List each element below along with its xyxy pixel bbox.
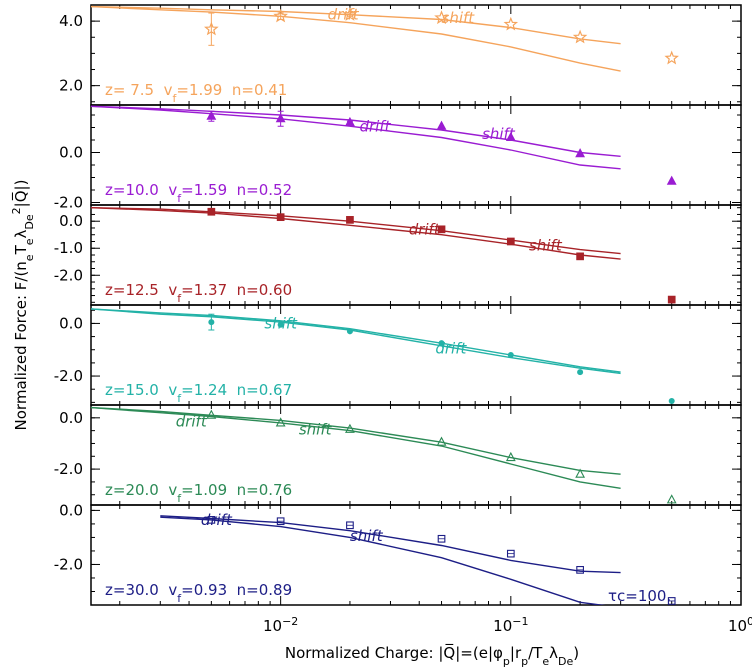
y-tick-label: 0.0 <box>59 409 83 427</box>
shift-curve-label: shift <box>299 420 333 438</box>
data-point <box>438 226 445 233</box>
drift-curve <box>91 106 621 156</box>
panel-parameters: z= 7.5 vf=1.99 n=0.41 <box>105 81 287 105</box>
data-point <box>577 369 583 375</box>
shift-curve <box>91 106 621 169</box>
shift-curve-label: shift <box>442 9 476 27</box>
drift-curve-label: drift <box>201 511 233 529</box>
drift-curve-label: drift <box>328 6 360 24</box>
panel-parameters: z=20.0 vf=1.09 n=0.76 <box>105 481 292 505</box>
y-axis-title: Normalized Force: F/(neTeλDe2|Q̅|) <box>10 180 36 431</box>
panel-parameters: z=30.0 vf=0.93 n=0.89 <box>105 581 292 605</box>
data-point <box>277 214 284 221</box>
data-point <box>577 253 584 260</box>
y-tick-label: 0.0 <box>59 212 83 230</box>
shift-curve-label: shift <box>529 237 563 255</box>
panel-z-12.5: -2.0 -1.0 0.0 drift shift z=12.5 vf=1.37 n=0.… <box>54 205 741 305</box>
data-point <box>439 340 445 346</box>
data-point <box>208 319 214 325</box>
x-tick-label: 100 <box>728 615 752 636</box>
panels-group: 2.0 4.0 drift shift z= 7.5 vf=1.99 n=0.41 -2.… <box>54 5 741 608</box>
y-tick-label: -2.0 <box>54 555 83 573</box>
data-point <box>668 296 675 303</box>
x-tick-label: 10−1 <box>493 615 528 636</box>
y-tick-label: -2.0 <box>54 367 83 385</box>
y-tick-label: -2.0 <box>54 460 83 478</box>
shift-curve <box>91 309 621 374</box>
data-point <box>347 217 354 224</box>
drift-curve <box>91 408 621 475</box>
data-point <box>347 328 353 334</box>
data-point <box>278 322 284 328</box>
data-point <box>574 31 585 42</box>
x-axis: 10−2 10−1 100 <box>263 615 752 636</box>
drift-curve-label: drift <box>176 413 208 431</box>
data-point <box>508 352 514 358</box>
y-tick-label: 0.0 <box>59 501 83 519</box>
data-point <box>208 208 215 215</box>
y-tick-label: 0.0 <box>59 314 83 332</box>
y-tick-label: 0.0 <box>59 144 83 162</box>
y-tick-label: -2.0 <box>54 194 83 212</box>
drift-curve-label: drift <box>409 220 441 238</box>
drift-curve-label: drift <box>359 117 391 135</box>
panel-z-7.5: 2.0 4.0 drift shift z= 7.5 vf=1.99 n=0.41 <box>59 5 741 105</box>
data-point <box>508 238 515 245</box>
panel-z-20.0: -2.0 0.0 drift shift z=20.0 vf=1.09 n=0.76 <box>54 405 741 505</box>
x-axis-title: Normalized Charge: |Q̅|=(e|φp|rp/TeλDe) <box>285 643 579 667</box>
x-tick-label: 10−2 <box>263 615 298 636</box>
panel-parameters: z=12.5 vf=1.37 n=0.60 <box>105 281 292 305</box>
y-tick-label: 2.0 <box>59 77 83 95</box>
panel-parameters: z=15.0 vf=1.24 n=0.67 <box>105 381 292 405</box>
data-point <box>438 122 446 130</box>
y-tick-label: -1.0 <box>54 239 83 257</box>
data-point <box>666 52 677 63</box>
y-tick-label: -2.0 <box>54 266 83 284</box>
data-point <box>669 398 675 404</box>
shift-curve-label: shift <box>350 527 384 545</box>
data-point <box>668 177 676 185</box>
tau-annotation: τc=100. <box>608 587 671 605</box>
panel-parameters: z=10.0 vf=1.59 n=0.52 <box>105 181 292 205</box>
shift-curve <box>91 408 621 489</box>
y-tick-label: 4.0 <box>59 12 83 30</box>
